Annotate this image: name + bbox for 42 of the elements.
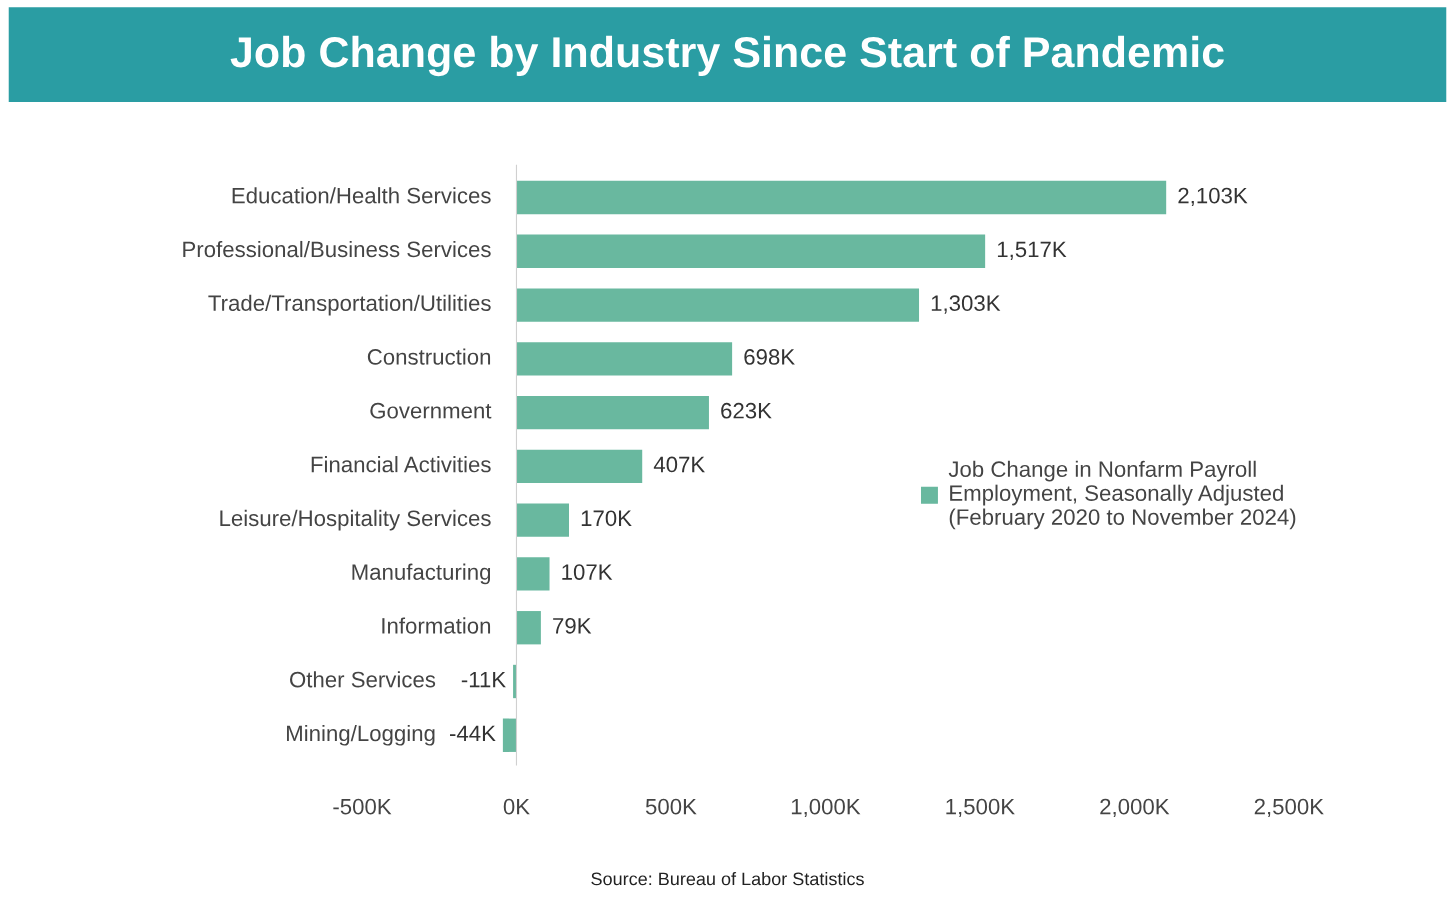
y-tick-label: Trade/Transportation/Utilities	[208, 294, 491, 316]
data-label: 698K	[744, 349, 795, 365]
data-label: 1,303K	[931, 295, 1001, 314]
y-tick-label: Mining/Logging	[287, 724, 435, 746]
bar	[516, 395, 709, 430]
data-label: 2,103K	[1178, 187, 1248, 207]
x-tick-label: 1,000K	[791, 798, 861, 818]
x-tick-label: 1,500K	[946, 798, 1015, 818]
y-tick-label: Professional/Business Services	[183, 240, 491, 258]
data-label: -44K	[449, 725, 496, 742]
y-tick-label: Financial Activities	[311, 456, 491, 473]
x-tick-label: 500K	[645, 798, 697, 815]
x-tick-label: 2,000K	[1100, 798, 1170, 818]
x-tick-label: 0K	[503, 798, 530, 815]
y-tick-label: Information	[382, 617, 491, 634]
data-label: 170K	[581, 510, 632, 527]
bar	[502, 718, 517, 752]
x-tick-label: 2,500K	[1254, 798, 1324, 818]
data-label: 623K	[721, 402, 772, 419]
chart-title: Job Change by Industry Since Start of Pandemic	[230, 35, 1224, 77]
bar	[516, 342, 733, 376]
bar	[516, 180, 1167, 215]
y-tick-label: Leisure/Hospitality Services	[220, 509, 491, 531]
bar	[516, 557, 550, 591]
data-label: 407K	[653, 456, 705, 473]
y-tick-label: Manufacturing	[352, 563, 491, 585]
data-label: 79K	[553, 617, 592, 634]
bar	[516, 449, 643, 484]
bar	[516, 234, 986, 268]
bar	[516, 288, 920, 322]
y-tick-label: Education/Health Services	[232, 187, 491, 204]
y-tick-label: Construction	[367, 348, 491, 365]
y-tick-label: Government	[370, 402, 492, 419]
bar	[516, 611, 541, 645]
data-label: 107K	[562, 564, 613, 580]
x-tick-label: -500K	[333, 798, 392, 815]
legend-label: Job Change in Nonfarm Payroll Employment, Seasonally Adjusted (February 2020 to November 2024)	[948, 460, 1296, 530]
data-label: 1,517K	[997, 241, 1067, 260]
bar	[516, 503, 569, 537]
data-label: -11K	[461, 671, 506, 688]
source-note: Source: Bureau of Labor Statistics	[591, 872, 864, 886]
y-tick-label: Other Services	[290, 671, 436, 688]
